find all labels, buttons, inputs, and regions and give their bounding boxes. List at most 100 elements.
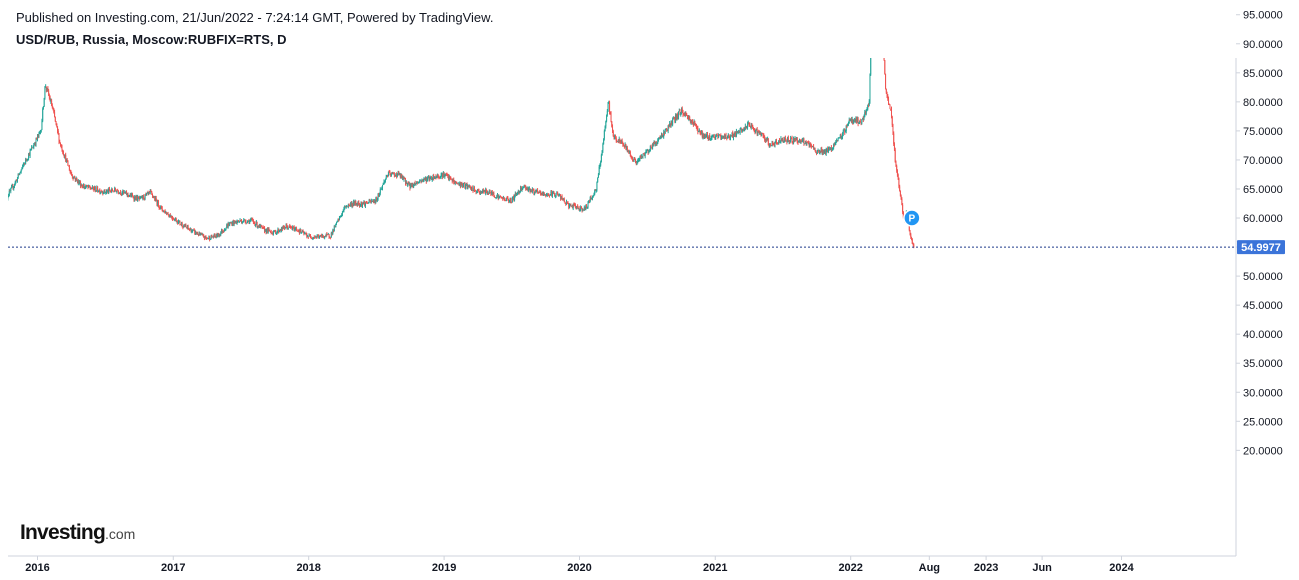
candle: [155, 195, 157, 202]
candle: [869, 73, 871, 104]
candle: [307, 236, 309, 240]
candle: [719, 134, 721, 137]
candle: [584, 206, 586, 211]
candle: [221, 228, 223, 234]
candle: [133, 196, 135, 202]
candle: [8, 196, 9, 201]
candle: [103, 189, 105, 195]
candle: [783, 140, 785, 143]
candle: [239, 218, 241, 222]
candle: [686, 113, 688, 117]
candle: [69, 169, 71, 174]
candle: [479, 191, 481, 195]
candle: [106, 189, 108, 195]
candle: [724, 134, 726, 139]
candle: [256, 221, 258, 228]
candle: [254, 221, 256, 227]
candle: [65, 158, 67, 163]
candle: [171, 215, 173, 220]
candle: [448, 174, 450, 182]
candle: [665, 128, 667, 131]
candle: [397, 170, 399, 176]
candle: [487, 191, 489, 195]
candle: [108, 187, 110, 195]
candle: [569, 203, 571, 207]
candle: [162, 209, 164, 213]
candle: [525, 185, 527, 191]
candle: [565, 202, 567, 206]
candle: [911, 236, 913, 241]
candle: [74, 177, 76, 183]
candle: [420, 180, 422, 184]
candle: [287, 225, 289, 230]
candle: [232, 220, 234, 227]
candle: [220, 231, 222, 237]
x-tick-label: 2016: [25, 562, 49, 574]
candle: [491, 190, 493, 197]
candle: [755, 128, 757, 131]
candle: [706, 132, 708, 138]
candle: [79, 179, 81, 186]
marker-label: P: [909, 214, 916, 225]
candle: [502, 197, 504, 201]
candle: [307, 234, 309, 238]
candle: [309, 234, 311, 237]
candle: [411, 182, 413, 187]
candle: [17, 173, 19, 179]
candle: [883, 58, 885, 61]
candle: [183, 224, 185, 228]
candle: [284, 227, 286, 229]
candle: [384, 178, 386, 183]
candle: [691, 119, 693, 124]
candle: [300, 228, 302, 233]
candle: [94, 185, 96, 191]
candle: [327, 232, 329, 235]
candle: [405, 180, 407, 184]
candle: [653, 140, 655, 147]
candle: [267, 227, 269, 234]
candle: [70, 169, 72, 175]
candle: [544, 193, 546, 196]
candle: [884, 60, 886, 75]
candle: [580, 206, 582, 209]
candle: [629, 150, 631, 157]
candle: [440, 172, 442, 180]
marker-p[interactable]: P: [903, 209, 921, 227]
candle: [255, 220, 257, 226]
candle: [22, 164, 24, 169]
candle: [344, 205, 346, 208]
candle: [781, 138, 783, 142]
candle: [506, 195, 508, 199]
candle: [134, 195, 136, 201]
candle: [258, 225, 260, 228]
candle: [417, 181, 419, 184]
candle: [888, 103, 890, 106]
candle: [369, 198, 371, 202]
candle: [379, 187, 381, 196]
candle: [579, 208, 581, 212]
candle: [298, 229, 300, 235]
time-axis[interactable]: 2016 2017 2018 2019 2020 2021 2022 Aug 2023 Jun 20…: [25, 556, 1135, 574]
candle: [566, 199, 568, 205]
candle: [214, 233, 216, 238]
candle: [651, 146, 653, 150]
candle: [742, 128, 744, 132]
candle: [27, 158, 29, 161]
candle: [129, 192, 131, 197]
candle: [360, 201, 362, 207]
candle: [288, 225, 290, 229]
candle: [405, 177, 407, 186]
candle: [339, 215, 341, 219]
candle: [419, 179, 421, 183]
candle: [605, 120, 607, 129]
candle: [552, 190, 554, 195]
candle: [849, 118, 851, 121]
candle: [593, 192, 595, 197]
candle: [462, 183, 464, 189]
candle: [800, 140, 802, 144]
candle: [208, 235, 210, 240]
candle: [746, 125, 748, 129]
candle: [614, 134, 616, 140]
price-axis[interactable]: 20.0000 25.0000 30.0000 35.0000 40.0000 45.00…: [1236, 0, 1289, 457]
